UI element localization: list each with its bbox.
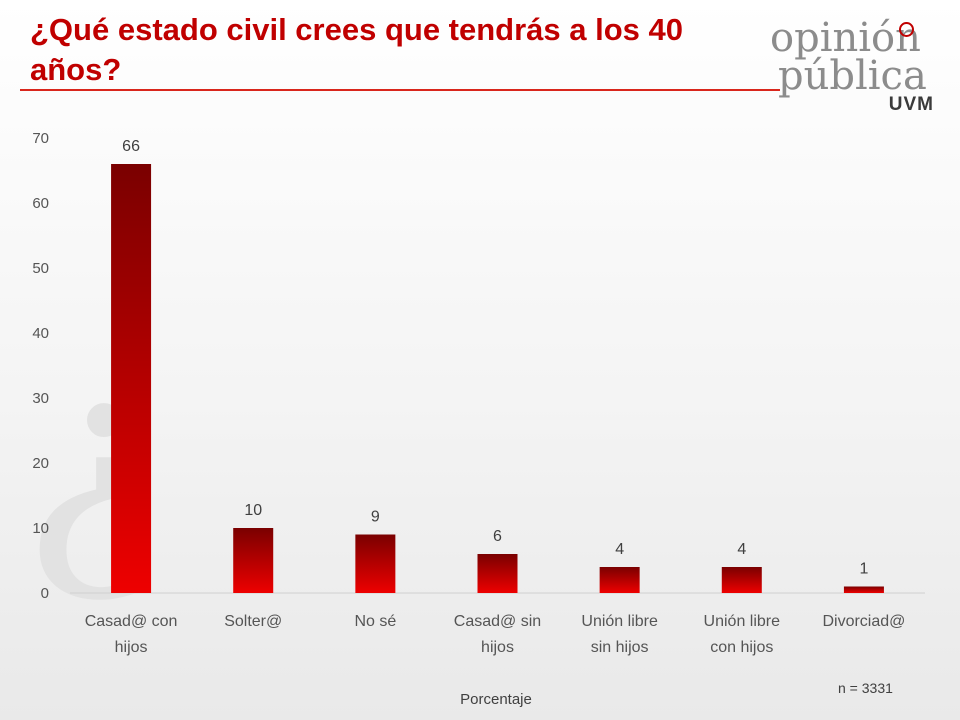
- bar: [477, 554, 518, 593]
- page-title: ¿Qué estado civil crees que tendrás a lo…: [30, 12, 683, 87]
- category-label: Unión libre sin hijos: [581, 613, 658, 656]
- logo-speech-bubble-icon: [899, 22, 914, 37]
- category-label: Divorciad@: [822, 613, 905, 630]
- bar: [843, 586, 884, 593]
- y-tick-label: 40: [32, 325, 49, 342]
- data-label: 9: [371, 509, 380, 526]
- y-tick-label: 10: [32, 520, 49, 537]
- bar: [721, 567, 762, 593]
- data-label: 4: [615, 541, 624, 558]
- logo-word-opinion: opinión: [770, 15, 921, 61]
- y-tick-label: 30: [32, 390, 49, 407]
- category-label: No sé: [354, 613, 396, 630]
- data-label: 66: [122, 138, 140, 155]
- sample-size-note: n = 3331: [838, 680, 893, 696]
- bar: [233, 528, 274, 593]
- data-label: 1: [859, 561, 868, 578]
- title-divider: [20, 89, 780, 91]
- y-tick-label: 60: [32, 195, 49, 212]
- y-tick-label: 50: [32, 260, 49, 277]
- y-axis-ticks: 0 10 20 30 40 50 60 70: [32, 130, 49, 602]
- category-label: Unión libre con hijos: [704, 613, 781, 656]
- opinion-publica-logo: opinión pública UVM: [766, 10, 946, 115]
- x-axis-title: Porcentaje: [460, 691, 532, 708]
- category-labels: Casad@ con hijos Solter@ No sé Casad@ sin hij…: [85, 613, 906, 656]
- bars: [111, 164, 884, 593]
- data-label: 4: [737, 541, 746, 558]
- data-label: 6: [493, 528, 502, 545]
- bar: [111, 164, 152, 593]
- y-tick-label: 0: [41, 585, 49, 602]
- y-tick-label: 20: [32, 455, 49, 472]
- category-label: Casad@ sin hijos: [454, 613, 541, 656]
- data-labels: 66 10 9 6 4 4 1: [122, 138, 868, 578]
- y-tick-label: 70: [32, 130, 49, 147]
- category-label: Solter@: [224, 613, 282, 630]
- category-label: Casad@ con hijos: [85, 613, 178, 656]
- bar: [599, 567, 640, 593]
- data-label: 10: [244, 502, 262, 519]
- logo-word-publica: pública: [778, 53, 927, 99]
- bar: [355, 534, 396, 593]
- logo-uvm: UVM: [888, 94, 934, 115]
